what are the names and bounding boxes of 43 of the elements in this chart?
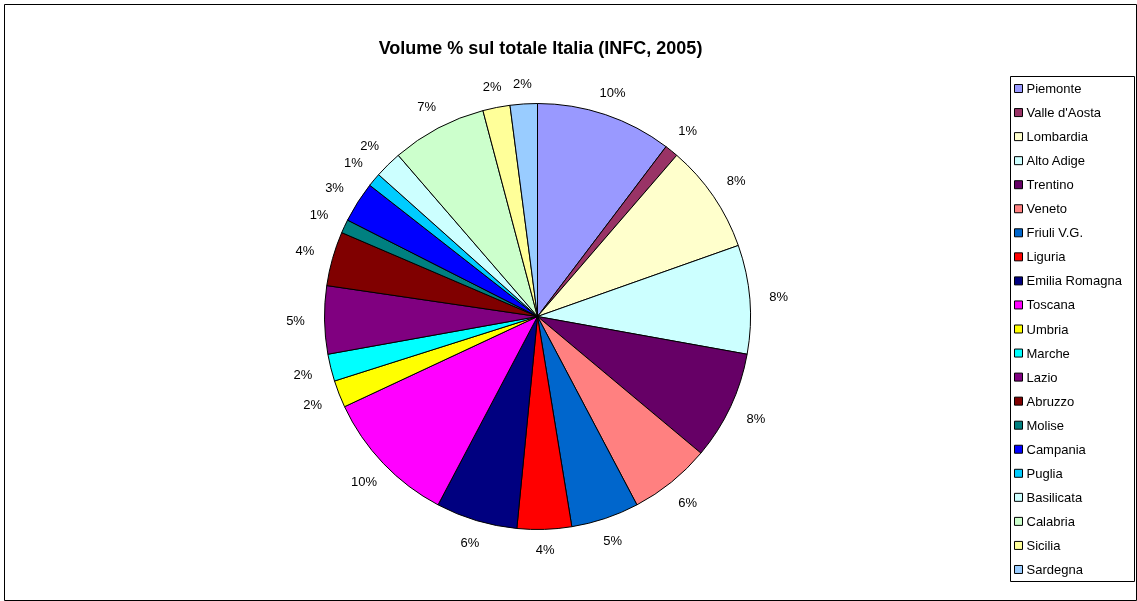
legend-label: Molise xyxy=(1026,417,1065,433)
data-label: 8% xyxy=(769,289,789,305)
data-label: 1% xyxy=(678,123,698,139)
data-label: 4% xyxy=(535,542,555,558)
legend-label: Sicilia xyxy=(1026,537,1062,553)
legend-label: Basilicata xyxy=(1026,489,1083,505)
legend-label: Umbria xyxy=(1026,321,1070,337)
chart-title: Volume % sul totale Italia (INFC, 2005) xyxy=(378,37,703,58)
legend-label: Liguria xyxy=(1026,249,1067,265)
data-label: 6% xyxy=(678,494,698,510)
data-label: 7% xyxy=(417,99,437,115)
legend-label: Friuli V.G. xyxy=(1026,225,1084,241)
legend-label: Toscana xyxy=(1026,297,1076,313)
legend-label: Valle d'Aosta xyxy=(1026,105,1102,121)
data-label: 2% xyxy=(293,367,313,383)
data-label: 6% xyxy=(460,534,480,550)
data-label: 4% xyxy=(295,243,315,259)
data-label: 1% xyxy=(309,206,329,222)
data-label: 10% xyxy=(599,85,627,101)
data-label: 3% xyxy=(325,179,345,195)
legend-label: Lombardia xyxy=(1026,129,1089,145)
data-label: 2% xyxy=(512,75,533,91)
legend-label: Emilia Romagna xyxy=(1026,273,1123,289)
data-label: 8% xyxy=(746,411,766,427)
data-label: 1% xyxy=(344,155,364,171)
data-label: 8% xyxy=(726,173,746,189)
data-label: 2% xyxy=(303,396,323,412)
data-label: 10% xyxy=(351,474,378,490)
legend-label: Puglia xyxy=(1026,465,1064,481)
legend-label: Alto Adige xyxy=(1026,153,1086,169)
data-label: 5% xyxy=(286,312,306,328)
data-label: 2% xyxy=(482,78,503,94)
legend-label: Piemonte xyxy=(1026,81,1082,97)
data-label: 2% xyxy=(360,138,380,154)
legend-label: Campania xyxy=(1026,441,1087,457)
legend-label: Abruzzo xyxy=(1026,393,1075,409)
legend-label: Veneto xyxy=(1026,201,1067,217)
legend-label: Marche xyxy=(1026,345,1070,361)
legend-label: Calabria xyxy=(1026,513,1076,529)
legend-label: Sardegna xyxy=(1026,561,1084,577)
legend-label: Trentino xyxy=(1026,177,1074,193)
legend-label: Lazio xyxy=(1026,369,1058,385)
data-label: 5% xyxy=(603,532,623,548)
